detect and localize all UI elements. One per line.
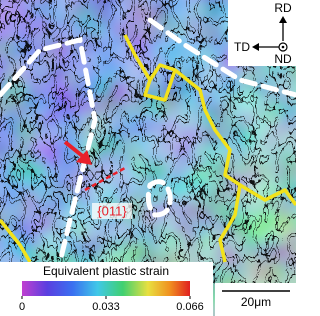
nd-label: ND [274,52,292,66]
nd-dot [282,46,285,49]
td-label: TD [234,40,250,54]
colorbar [22,281,190,296]
rd-label: RD [274,1,292,15]
strain-map-figure: {011} (c) RD TD ND Equivalent plastic st… [0,0,296,316]
colorbar-tick-label: 0 [19,301,25,313]
scale-bar-label: 20μm [241,295,271,309]
panel-label: (c) [4,9,22,26]
colorbar-tick-label: 0.033 [92,301,120,313]
colorbar-tick-label: 0.066 [176,301,204,313]
colorbar-title: Equivalent plastic strain [43,264,169,278]
plane-label: {011} [97,203,127,218]
